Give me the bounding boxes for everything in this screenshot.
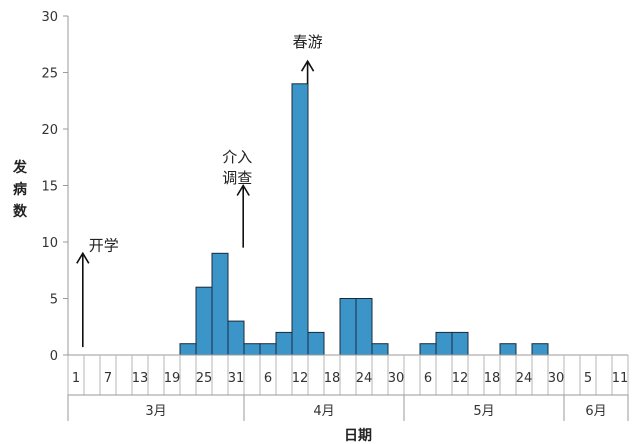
y-axis-label: 发病数: [12, 159, 28, 220]
annotation-kaixue: 开学: [89, 236, 119, 254]
y-tick-label: 20: [41, 123, 58, 138]
x-tick-label: 1: [72, 371, 80, 386]
x-tick-label: 11: [612, 371, 629, 386]
bar: [355, 298, 373, 356]
annotation-jieru-diaocha: 介入调查: [222, 148, 252, 187]
x-tick-label: 31: [228, 371, 245, 386]
x-tick-label: 30: [388, 371, 405, 386]
y-tick-label: 30: [41, 10, 58, 25]
x-tick-label: 25: [196, 371, 213, 386]
kaixue-arrow-head: [76, 251, 90, 264]
month-label: 5月: [473, 404, 494, 419]
x-tick-label: 24: [356, 371, 373, 386]
bar: [531, 343, 549, 356]
month-label: 4月: [313, 404, 334, 419]
month-label: 6月: [585, 404, 606, 419]
x-axis-label: 日期: [344, 428, 372, 444]
chunyou-arrow-head: [300, 59, 315, 72]
annotations: 开学 介入调查 春游: [76, 33, 323, 348]
bar: [291, 83, 309, 356]
bar: [435, 331, 453, 356]
x-tick-label: 24: [516, 371, 533, 386]
month-label: 3月: [145, 404, 166, 419]
y-tick-label: 5: [50, 293, 58, 308]
bar: [419, 343, 437, 356]
y-tick-label: 0: [50, 349, 58, 364]
annotation-chunyou: 春游: [293, 33, 323, 51]
bar: [243, 343, 261, 356]
bar: [307, 331, 325, 356]
bar: [195, 286, 213, 356]
x-tick-label: 5: [584, 371, 592, 386]
bar: [227, 320, 245, 356]
y-tick-label: 15: [41, 180, 58, 195]
x-tick-label: 19: [164, 371, 181, 386]
x-tick-label: 13: [132, 371, 149, 386]
y-tick-label: 10: [41, 236, 58, 251]
x-tick-label: 30: [548, 371, 565, 386]
x-tick-label: 6: [264, 371, 272, 386]
y-axis: 0 5 10 15 20 25 30: [41, 10, 69, 364]
x-tick-label: 18: [484, 371, 501, 386]
y-tick-label: 25: [41, 67, 58, 82]
bar: [275, 331, 293, 356]
bar: [371, 343, 389, 356]
bar: [451, 331, 469, 356]
x-tick-label: 6: [424, 371, 432, 386]
x-tick-label: 7: [104, 371, 112, 386]
bar: [339, 298, 357, 356]
bar: [179, 343, 197, 356]
jieru-arrow-head: [236, 183, 250, 196]
x-tick-label: 12: [452, 371, 469, 386]
bar: [259, 343, 277, 356]
bar: [499, 343, 517, 356]
bars: [179, 83, 549, 356]
x-axis: 1 7 13 19 25 31 6 12 18 24 30 6 12 18 24 30 5 11 3月 4月 5月 6月: [67, 354, 629, 421]
x-tick-label: 12: [292, 371, 309, 386]
bar: [211, 252, 229, 356]
x-tick-label: 18: [324, 371, 341, 386]
